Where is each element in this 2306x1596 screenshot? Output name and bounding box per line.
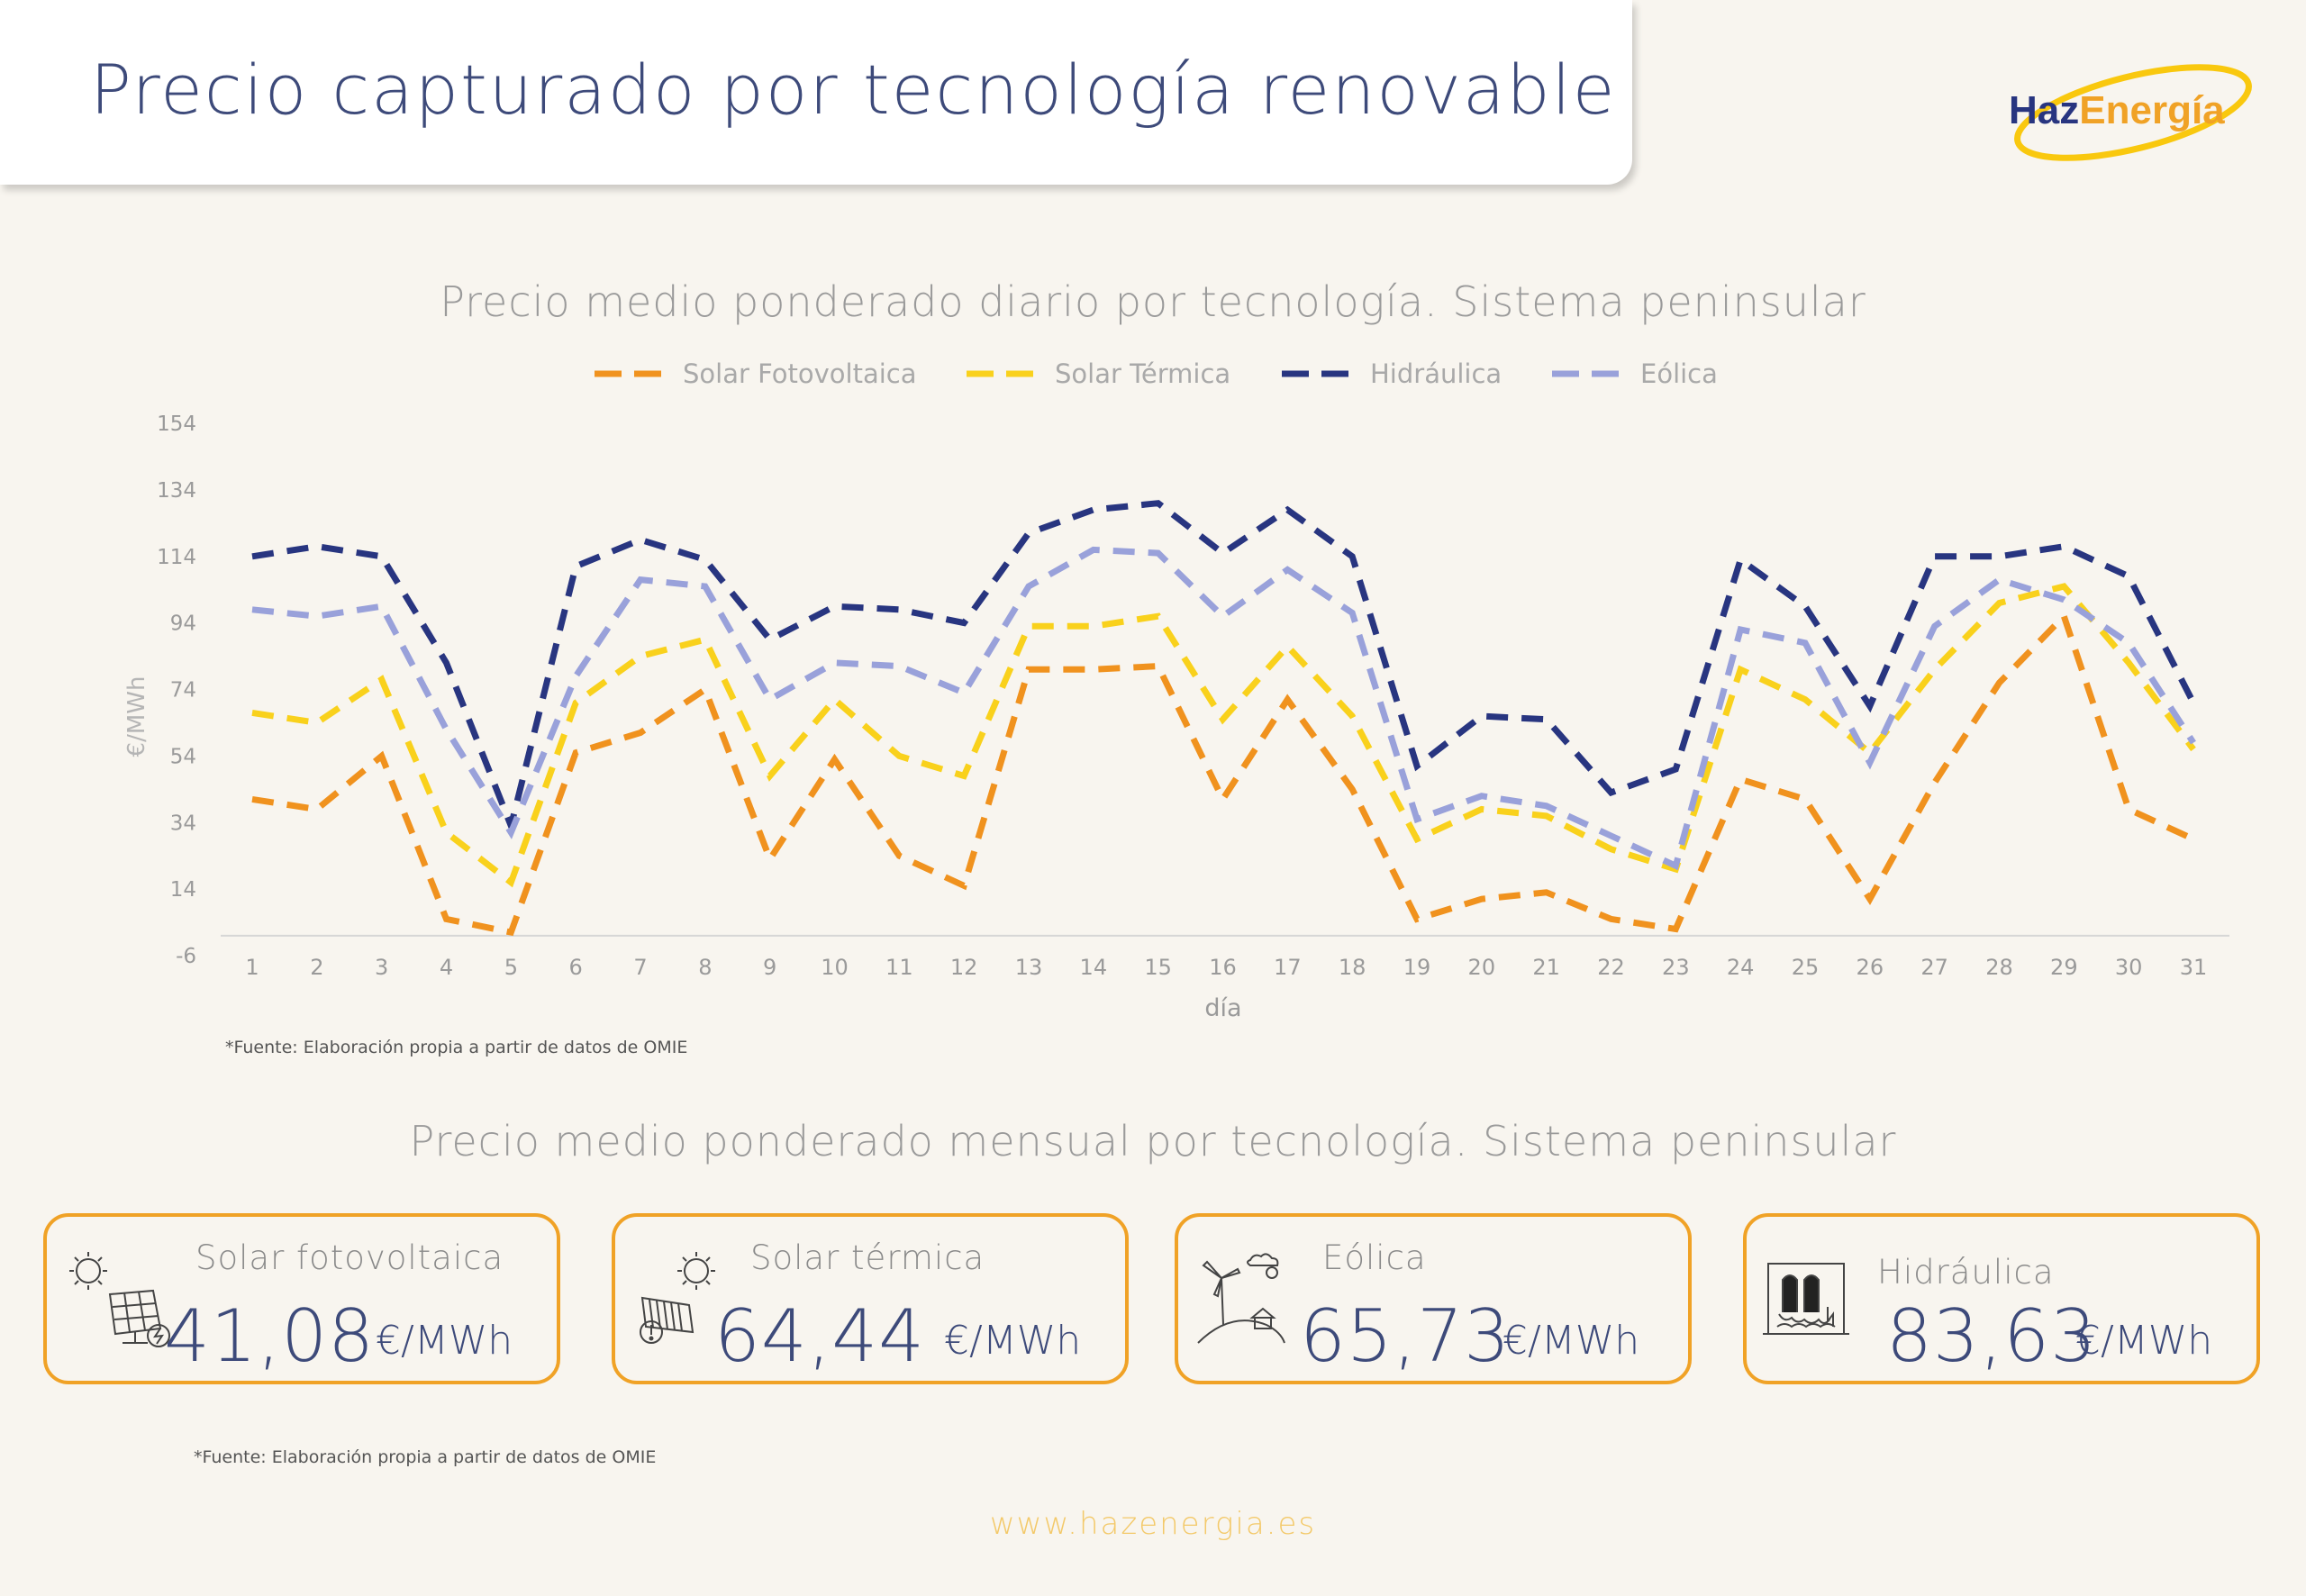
series-line-0 xyxy=(251,610,2195,937)
x-tick-label: 1 xyxy=(245,955,259,980)
x-tick-label: 10 xyxy=(821,955,849,980)
wind-turbine-icon xyxy=(1197,1253,1285,1344)
y-tick-label: 74 xyxy=(170,679,196,703)
card-unit: €/MWh xyxy=(2075,1318,2213,1364)
logo-part-haz: Haz xyxy=(2009,88,2079,132)
x-tick-label: 5 xyxy=(504,955,518,980)
x-tick-label: 20 xyxy=(1468,955,1496,980)
card-label: Solar fotovoltaica xyxy=(195,1238,504,1277)
logo-part-energia: Energía xyxy=(2079,88,2225,132)
y-axis-label: €/MWh xyxy=(123,676,150,757)
x-tick-label: 26 xyxy=(1857,955,1884,980)
daily-chart-title: Precio medio ponderado diario por tecnol… xyxy=(440,277,1866,326)
card-unit: €/MWh xyxy=(944,1318,1082,1364)
x-tick-label: 8 xyxy=(698,955,712,980)
x-tick-label: 2 xyxy=(310,955,323,980)
footer-url[interactable]: www.hazenergia.es xyxy=(989,1506,1317,1542)
legend-item-label: Eólica xyxy=(1640,358,1718,389)
card-solar-termica: Solar térmica 64,44 €/MWh xyxy=(612,1213,1129,1384)
card-unit: €/MWh xyxy=(1503,1318,1640,1364)
legend-item-label: Solar Térmica xyxy=(1055,358,1230,389)
hazenergia-logo: HazEnergía xyxy=(2009,64,2252,161)
x-tick-label: 3 xyxy=(375,955,388,980)
card-label: Solar térmica xyxy=(750,1238,985,1277)
card-label: Hidráulica xyxy=(1877,1253,2055,1292)
y-tick-label: 34 xyxy=(170,812,196,835)
card-value: 64,44 xyxy=(714,1294,926,1378)
x-tick-label: 18 xyxy=(1339,955,1366,980)
series-line-2 xyxy=(251,500,2197,837)
x-tick-label: 4 xyxy=(440,955,453,980)
x-tick-label: 24 xyxy=(1727,955,1755,980)
x-tick-label: 17 xyxy=(1274,955,1302,980)
x-tick-label: 6 xyxy=(569,955,583,980)
daily-source-note: *Fuente: Elaboración propia a partir de … xyxy=(225,1038,688,1057)
y-tick-label: 134 xyxy=(157,479,196,503)
legend-item-label: Solar Fotovoltaica xyxy=(683,358,917,389)
x-tick-label: 29 xyxy=(2050,955,2078,980)
page-title: Precio capturado por tecnología renovabl… xyxy=(90,50,1617,130)
card-label: Eólica xyxy=(1322,1238,1427,1277)
card-solar-fotovoltaica: Solar fotovoltaica 41,08 €/MWh xyxy=(43,1213,560,1384)
card-value: 65,73 xyxy=(1300,1294,1512,1378)
x-tick-label: 16 xyxy=(1209,955,1237,980)
x-tick-label: 25 xyxy=(1792,955,1820,980)
x-tick-label: 9 xyxy=(763,955,776,980)
card-value: 41,08 xyxy=(164,1294,376,1378)
x-tick-label: 19 xyxy=(1403,955,1431,980)
card-eolica: Eólica 65,73 €/MWh xyxy=(1175,1213,1692,1384)
solar-panel-icon xyxy=(69,1252,170,1347)
x-axis-label: día xyxy=(1204,994,1241,1022)
y-tick-label: 114 xyxy=(157,546,196,569)
header-banner: Precio capturado por tecnología renovabl… xyxy=(0,0,1632,185)
card-hidraulica: Hidráulica 83,63 €/MWh xyxy=(1743,1213,2260,1384)
y-tick-label: 14 xyxy=(170,878,196,902)
y-tick-label: -6 xyxy=(176,945,196,968)
card-value: 83,63 xyxy=(1886,1294,2098,1378)
svg-text:HazEnergía: HazEnergía xyxy=(2009,88,2225,132)
legend-item-label: Hidráulica xyxy=(1370,358,1502,389)
y-tick-label: 154 xyxy=(157,413,196,436)
series-line-1 xyxy=(251,583,2196,888)
card-unit: €/MWh xyxy=(376,1318,513,1364)
x-tick-label: 14 xyxy=(1080,955,1108,980)
x-tick-label: 31 xyxy=(2180,955,2208,980)
x-tick-label: 13 xyxy=(1015,955,1043,980)
x-tick-label: 23 xyxy=(1662,955,1690,980)
x-tick-label: 7 xyxy=(633,955,647,980)
x-tick-label: 22 xyxy=(1597,955,1625,980)
solar-thermal-icon xyxy=(640,1252,715,1344)
x-tick-label: 11 xyxy=(885,955,913,980)
x-tick-label: 15 xyxy=(1144,955,1172,980)
hydro-dam-icon xyxy=(1763,1263,1849,1335)
x-tick-label: 27 xyxy=(1920,955,1948,980)
x-tick-label: 12 xyxy=(950,955,978,980)
x-tick-label: 21 xyxy=(1532,955,1560,980)
monthly-source-note: *Fuente: Elaboración propia a partir de … xyxy=(194,1447,657,1467)
y-tick-label: 54 xyxy=(170,745,196,768)
x-tick-label: 28 xyxy=(1985,955,2013,980)
monthly-section-title: Precio medio ponderado mensual por tecno… xyxy=(409,1117,1897,1165)
x-tick-label: 30 xyxy=(2115,955,2143,980)
series-line-3 xyxy=(251,546,2196,871)
y-tick-label: 94 xyxy=(170,612,196,636)
